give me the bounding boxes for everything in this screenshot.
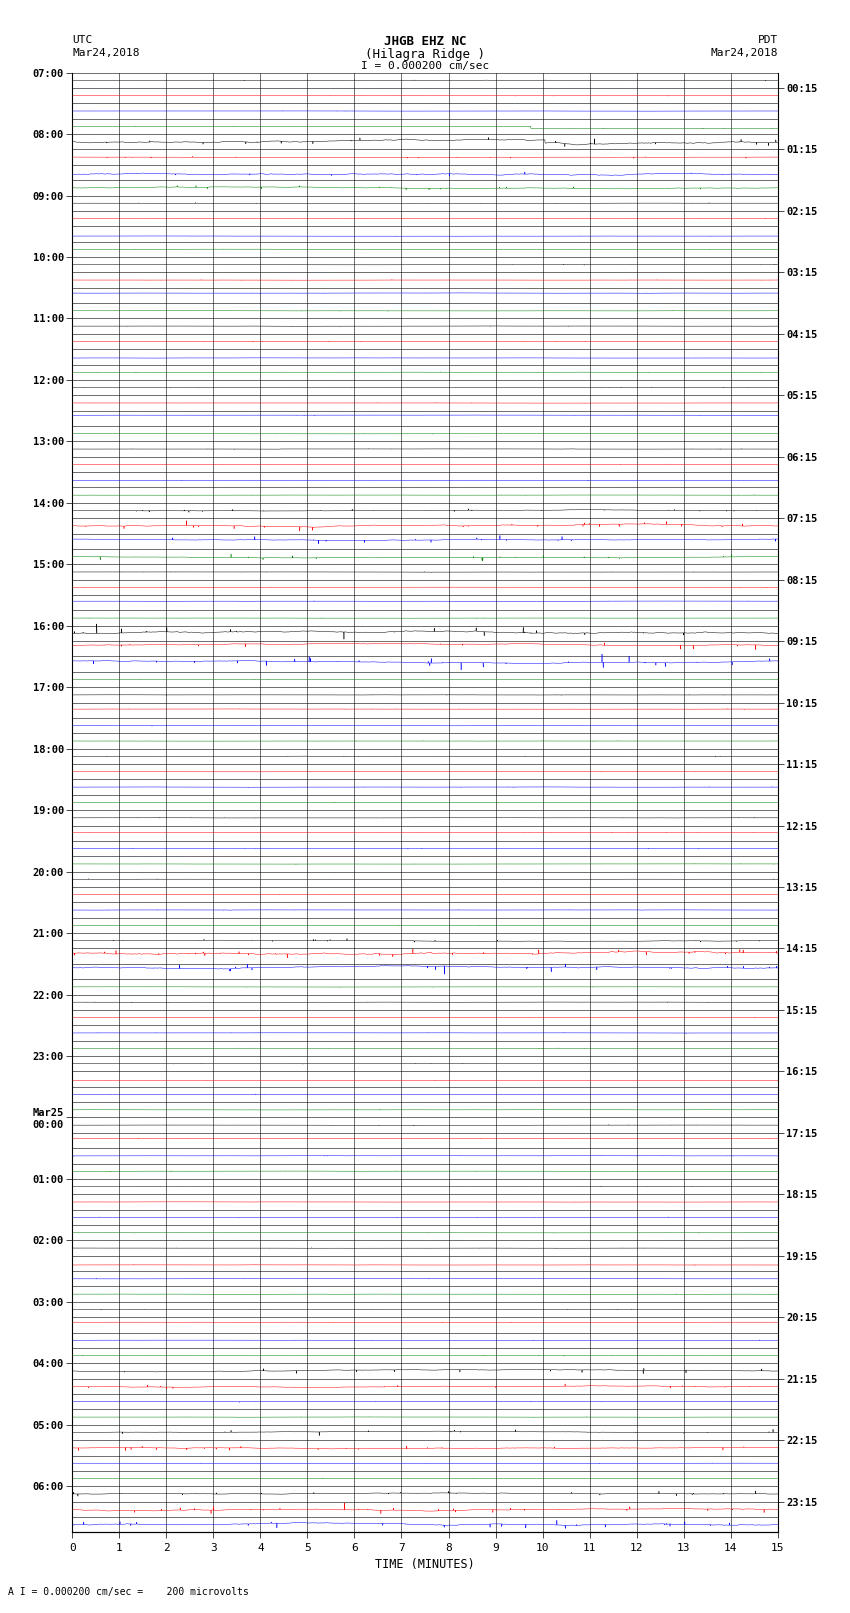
Text: A I = 0.000200 cm/sec =    200 microvolts: A I = 0.000200 cm/sec = 200 microvolts [8, 1587, 249, 1597]
Text: PDT: PDT [757, 35, 778, 45]
Text: Mar24,2018: Mar24,2018 [72, 48, 139, 58]
Text: (Hilagra Ridge ): (Hilagra Ridge ) [365, 48, 485, 61]
X-axis label: TIME (MINUTES): TIME (MINUTES) [375, 1558, 475, 1571]
Text: Mar24,2018: Mar24,2018 [711, 48, 778, 58]
Text: UTC: UTC [72, 35, 93, 45]
Text: I = 0.000200 cm/sec: I = 0.000200 cm/sec [361, 61, 489, 71]
Text: JHGB EHZ NC: JHGB EHZ NC [383, 35, 467, 48]
